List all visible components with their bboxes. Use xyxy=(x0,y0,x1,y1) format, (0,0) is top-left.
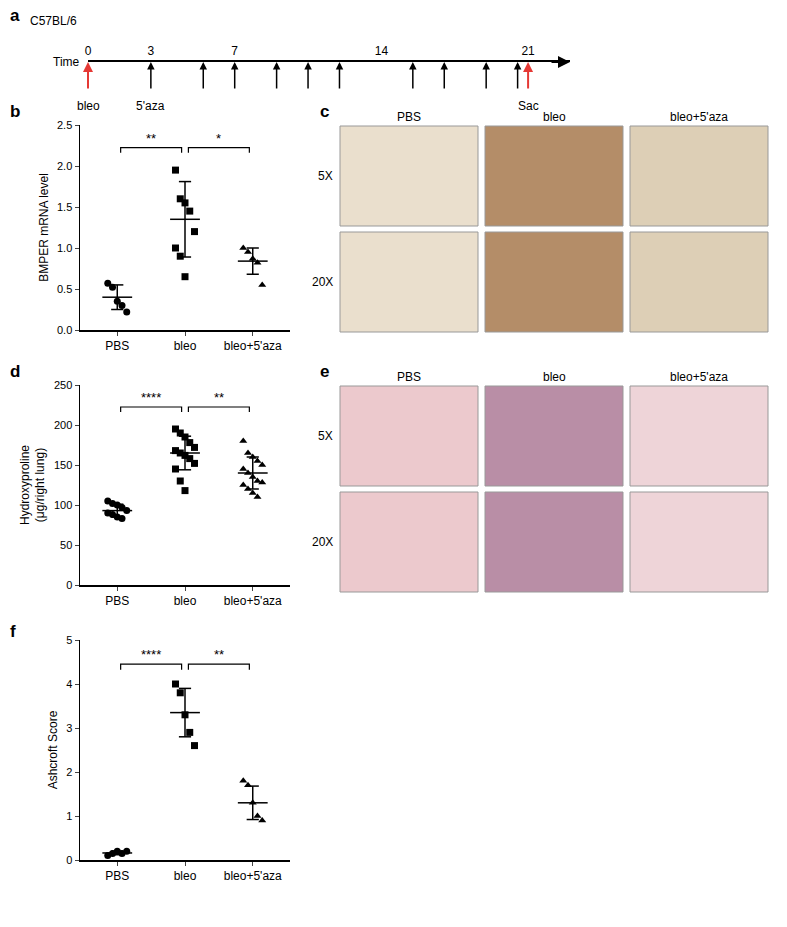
svg-text:bleo+5'aza: bleo+5'aza xyxy=(224,594,282,608)
svg-text:1: 1 xyxy=(66,810,72,822)
svg-text:bleo+5'aza: bleo+5'aza xyxy=(224,339,282,353)
svg-text:bleo+5'aza: bleo+5'aza xyxy=(224,869,282,883)
svg-text:7: 7 xyxy=(231,44,238,58)
svg-text:100: 100 xyxy=(54,499,72,511)
svg-text:20X: 20X xyxy=(312,275,333,289)
svg-text:150: 150 xyxy=(54,459,72,471)
svg-text:21: 21 xyxy=(521,44,535,58)
svg-text:BMPER mRNA level: BMPER mRNA level xyxy=(37,173,51,282)
svg-text:bleo: bleo xyxy=(174,869,197,883)
svg-text:PBS: PBS xyxy=(397,110,421,124)
svg-text:bleo: bleo xyxy=(174,339,197,353)
svg-text:1.0: 1.0 xyxy=(57,242,72,254)
svg-text:4: 4 xyxy=(66,678,72,690)
svg-text:2.5: 2.5 xyxy=(57,119,72,131)
svg-text:****: **** xyxy=(141,390,161,405)
svg-text:2.0: 2.0 xyxy=(57,160,72,172)
svg-text:200: 200 xyxy=(54,419,72,431)
svg-text:*: * xyxy=(216,131,221,146)
svg-text:5'aza: 5'aza xyxy=(136,99,165,113)
svg-text:Sac: Sac xyxy=(518,99,539,113)
svg-text:5: 5 xyxy=(66,634,72,646)
svg-text:bleo: bleo xyxy=(77,99,100,113)
svg-text:0: 0 xyxy=(66,579,72,591)
svg-text:**: ** xyxy=(214,390,224,405)
svg-text:b: b xyxy=(10,102,20,121)
svg-text:3: 3 xyxy=(66,722,72,734)
svg-text:****: **** xyxy=(141,647,161,662)
svg-text:50: 50 xyxy=(60,539,72,551)
svg-text:a: a xyxy=(10,6,20,25)
svg-text:bleo: bleo xyxy=(543,370,566,384)
svg-text:0: 0 xyxy=(85,44,92,58)
svg-text:1.5: 1.5 xyxy=(57,201,72,213)
svg-text:PBS: PBS xyxy=(397,370,421,384)
svg-text:C57BL/6: C57BL/6 xyxy=(30,14,77,28)
svg-text:20X: 20X xyxy=(312,535,333,549)
svg-text:2: 2 xyxy=(66,766,72,778)
svg-text:5X: 5X xyxy=(318,429,333,443)
svg-text:**: ** xyxy=(146,131,156,146)
svg-text:0.0: 0.0 xyxy=(57,324,72,336)
svg-text:0.5: 0.5 xyxy=(57,283,72,295)
svg-text:250: 250 xyxy=(54,379,72,391)
svg-text:PBS: PBS xyxy=(105,594,129,608)
svg-text:0: 0 xyxy=(66,854,72,866)
svg-text:PBS: PBS xyxy=(105,339,129,353)
svg-text:PBS: PBS xyxy=(105,869,129,883)
svg-text:Time: Time xyxy=(53,55,80,69)
svg-text:f: f xyxy=(10,622,16,641)
svg-text:c: c xyxy=(320,102,329,121)
svg-text:5X: 5X xyxy=(318,169,333,183)
svg-text:Ashcroft Score: Ashcroft Score xyxy=(46,710,60,789)
svg-text:bleo: bleo xyxy=(543,110,566,124)
svg-text:bleo: bleo xyxy=(174,594,197,608)
svg-text:**: ** xyxy=(214,647,224,662)
svg-text:3: 3 xyxy=(148,44,155,58)
svg-text:14: 14 xyxy=(375,44,389,58)
svg-text:Hydroxyproline(μg/right lung): Hydroxyproline(μg/right lung) xyxy=(18,445,48,525)
svg-text:bleo+5'aza: bleo+5'aza xyxy=(670,110,728,124)
svg-text:e: e xyxy=(320,362,329,381)
svg-text:d: d xyxy=(10,362,20,381)
svg-text:bleo+5'aza: bleo+5'aza xyxy=(670,370,728,384)
